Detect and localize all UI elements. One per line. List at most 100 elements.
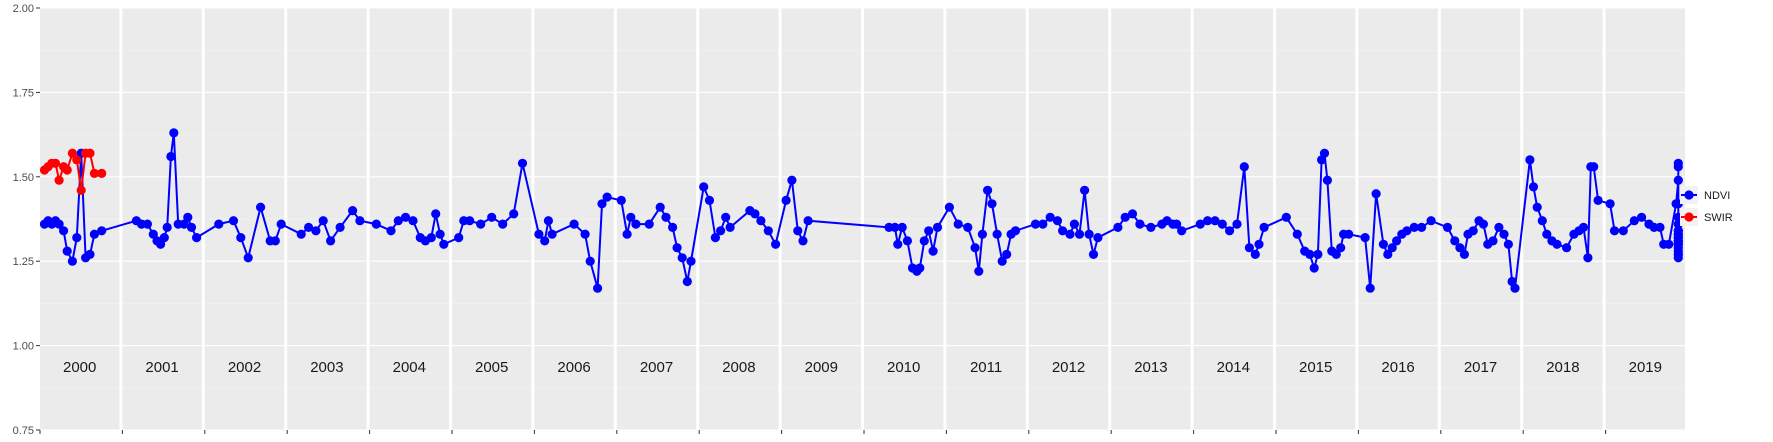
ndvi-point bbox=[214, 219, 224, 229]
ndvi-point bbox=[1045, 212, 1055, 222]
ndvi-point bbox=[602, 192, 612, 202]
ndvi-point bbox=[1618, 226, 1628, 236]
year-label-2019: 2019 bbox=[1629, 359, 1662, 376]
ndvi-point bbox=[1673, 175, 1683, 185]
ndvi-point bbox=[597, 199, 607, 209]
ndvi-point bbox=[169, 128, 179, 138]
ndvi-point bbox=[1313, 249, 1323, 259]
ndvi-point bbox=[803, 216, 813, 226]
ndvi-point bbox=[1225, 226, 1235, 236]
ndvi-point bbox=[318, 216, 328, 226]
ndvi-point bbox=[1058, 226, 1068, 236]
ndvi-point bbox=[54, 219, 64, 229]
ndvi-point bbox=[1655, 222, 1665, 232]
ndvi-point bbox=[756, 216, 766, 226]
swir-point bbox=[54, 175, 64, 185]
ndvi-point bbox=[1378, 239, 1388, 249]
year-label-2006: 2006 bbox=[557, 359, 590, 376]
ndvi-point bbox=[1488, 236, 1498, 246]
ndvi-point bbox=[1344, 229, 1354, 239]
ndvi-point bbox=[1120, 212, 1130, 222]
ndvi-point bbox=[67, 256, 77, 266]
ndvi-point bbox=[771, 239, 781, 249]
ndvi-point bbox=[1203, 216, 1213, 226]
ndvi-point bbox=[1088, 249, 1099, 259]
swir-point bbox=[89, 168, 99, 178]
ndvi-point bbox=[270, 236, 280, 246]
ndvi-point bbox=[1442, 222, 1453, 232]
ndvi-point bbox=[243, 253, 253, 263]
ndvi-point bbox=[498, 219, 508, 229]
ndvi-point bbox=[348, 206, 358, 216]
ndvi-point bbox=[476, 219, 486, 229]
ndvi-point bbox=[393, 216, 403, 226]
ndvi-point bbox=[1450, 236, 1460, 246]
ndvi-point bbox=[439, 239, 449, 249]
ndvi-point bbox=[1250, 249, 1260, 259]
ndvi-point bbox=[1542, 229, 1552, 239]
ndvi-point bbox=[953, 219, 963, 229]
ndvi-point bbox=[699, 182, 709, 192]
ndvi-point bbox=[162, 222, 172, 232]
ndvi-point bbox=[1360, 233, 1370, 243]
year-label-2015: 2015 bbox=[1299, 359, 1332, 376]
ndvi-point bbox=[517, 158, 528, 168]
year-label-2010: 2010 bbox=[887, 359, 920, 376]
ndvi-point bbox=[1417, 222, 1427, 232]
year-label-2003: 2003 bbox=[310, 359, 343, 376]
legend-key-point bbox=[1684, 190, 1694, 200]
ndvi-point bbox=[1528, 182, 1539, 192]
ndvi-point bbox=[1478, 219, 1488, 229]
ndvi-point bbox=[725, 222, 735, 232]
year-label-2002: 2002 bbox=[228, 359, 261, 376]
ndvi-point bbox=[304, 222, 314, 232]
ndvi-point bbox=[781, 195, 791, 205]
ndvi-point bbox=[1426, 216, 1436, 226]
ndvi-point bbox=[677, 253, 687, 263]
ndvi-point bbox=[371, 219, 381, 229]
ndvi-point bbox=[72, 233, 82, 243]
ndvi-point bbox=[1605, 199, 1615, 209]
ndvi-point bbox=[1673, 239, 1683, 249]
ndvi-point bbox=[1319, 148, 1330, 158]
ndvi-point bbox=[974, 266, 984, 276]
ndvi-point bbox=[1371, 189, 1381, 199]
ndvi-point bbox=[62, 246, 72, 256]
ndvi-point bbox=[408, 216, 418, 226]
legend: NDVI SWIR bbox=[1680, 186, 1733, 226]
year-label-2009: 2009 bbox=[805, 359, 838, 376]
ndvi-point bbox=[1080, 185, 1090, 195]
ndvi-point bbox=[166, 151, 176, 162]
ndvi-point bbox=[509, 209, 519, 219]
swir-point bbox=[62, 165, 72, 175]
ndvi-point bbox=[631, 219, 641, 229]
ndvi-point bbox=[1217, 219, 1227, 229]
year-label-2017: 2017 bbox=[1464, 359, 1497, 376]
ndvi-point bbox=[1537, 216, 1547, 226]
ndvi-point bbox=[1331, 249, 1341, 259]
year-label-2000: 2000 bbox=[63, 359, 96, 376]
ndvi-point bbox=[228, 216, 239, 226]
ndvi-point bbox=[616, 195, 626, 205]
ndvi-point bbox=[85, 249, 95, 259]
ndvi-point bbox=[890, 222, 900, 232]
y-tick-label: 1.75 bbox=[13, 87, 34, 99]
legend-key-ndvi bbox=[1680, 186, 1698, 204]
ndvi-point bbox=[276, 219, 286, 229]
ndvi-point bbox=[431, 209, 441, 219]
ndvi-point bbox=[1305, 249, 1315, 259]
ndvi-point bbox=[919, 236, 929, 246]
ndvi-point bbox=[89, 229, 99, 239]
ndvi-point bbox=[1629, 216, 1639, 226]
ndvi-point bbox=[750, 209, 760, 219]
ndvi-point bbox=[983, 185, 993, 195]
swir-point bbox=[85, 148, 95, 158]
ndvi-point bbox=[534, 229, 544, 239]
ndvi-point bbox=[465, 216, 475, 226]
swir-point bbox=[97, 168, 107, 178]
year-label-2001: 2001 bbox=[145, 359, 178, 376]
ndvi-point bbox=[585, 256, 595, 266]
y-tick-label: 2.00 bbox=[13, 3, 34, 15]
ndvi-point bbox=[1409, 222, 1419, 232]
ndvi-point bbox=[1177, 226, 1187, 236]
